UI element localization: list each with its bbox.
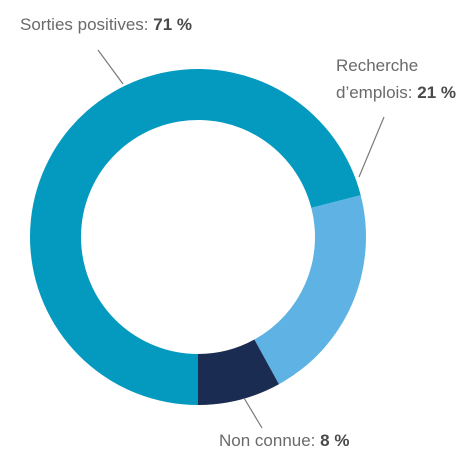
label-non-connue: Non connue: 8 % [219,431,349,450]
slice-recherche-d-emplois [254,195,366,385]
label-recherche-line2: d’emplois: 21 % [336,83,456,102]
slice-non-connue [198,339,279,405]
leader-line-recherche [358,116,385,178]
donut-slices [30,69,366,405]
leader-lines [97,49,385,429]
leader-line-nonconnue [243,397,263,429]
leader-line-sorties [97,49,124,85]
label-sorties-positives: Sorties positives: 71 % [20,15,192,34]
label-recherche-line1: Recherche [336,56,418,75]
slice-sorties-positives [30,69,361,405]
